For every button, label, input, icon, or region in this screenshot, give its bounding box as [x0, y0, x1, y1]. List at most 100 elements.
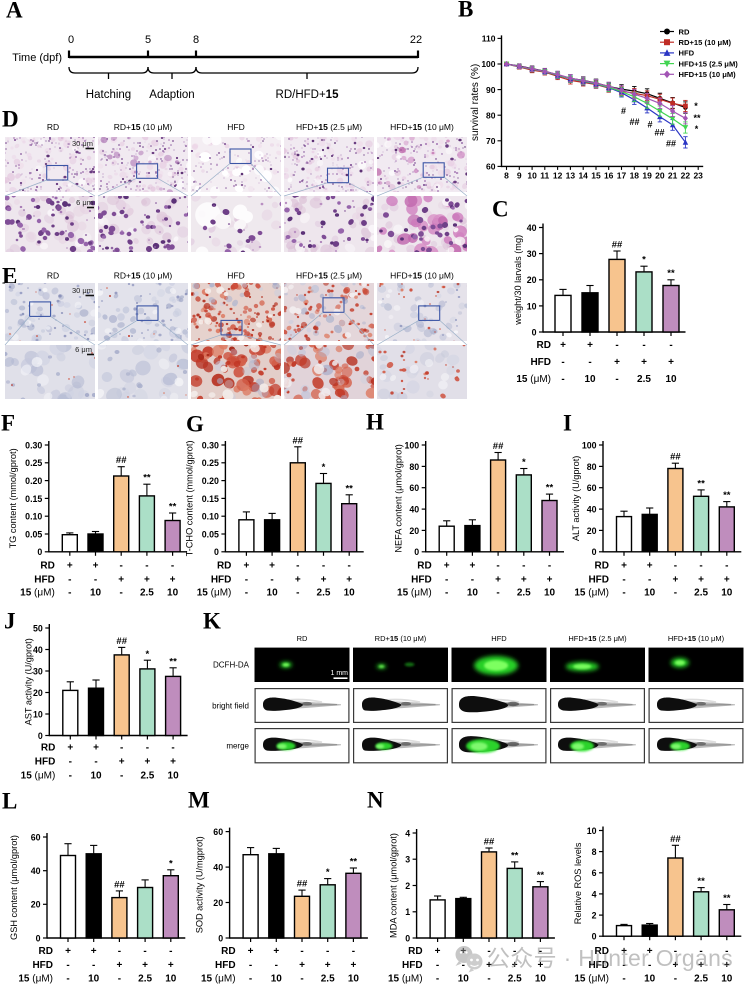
svg-text:0.25: 0.25 [202, 458, 219, 468]
svg-text:+: + [142, 960, 148, 971]
svg-text:11: 11 [540, 170, 549, 180]
svg-text:RD/HFD+15: RD/HFD+15 [276, 89, 340, 101]
svg-text:-: - [674, 561, 677, 572]
svg-text:+: + [698, 960, 704, 971]
svg-text:15 (μM): 15 (μM) [18, 974, 53, 985]
svg-text:10: 10 [168, 771, 180, 782]
svg-text:-: - [462, 960, 465, 971]
svg-text:-: - [496, 561, 499, 572]
svg-text:+: + [93, 561, 99, 572]
svg-text:-: - [725, 946, 728, 957]
svg-text:20: 20 [33, 688, 43, 698]
svg-text:18: 18 [630, 170, 640, 180]
svg-text:2.5: 2.5 [508, 974, 522, 985]
svg-text:**: ** [537, 870, 545, 881]
svg-text:60: 60 [409, 483, 419, 493]
svg-text:+: + [118, 574, 124, 585]
svg-text:HFD: HFD [211, 574, 232, 585]
svg-text:##: ## [114, 879, 125, 890]
svg-text:15 (μM): 15 (μM) [20, 587, 55, 598]
svg-text:20: 20 [655, 170, 665, 180]
svg-text:0.10: 0.10 [25, 512, 42, 522]
svg-text:-: - [588, 357, 591, 368]
svg-text:100: 100 [405, 440, 420, 450]
svg-text:Relative ROS levels: Relative ROS levels [573, 842, 583, 924]
svg-text:##: ## [629, 117, 639, 127]
svg-text:-: - [436, 974, 439, 985]
svg-text:**: ** [345, 483, 353, 494]
svg-text:4: 4 [405, 828, 410, 838]
svg-text:+: + [299, 960, 305, 971]
svg-text:I: I [563, 411, 572, 436]
svg-text:2.5: 2.5 [694, 974, 708, 985]
svg-text:15 (μM): 15 (μM) [388, 974, 423, 985]
svg-text:-: - [275, 960, 278, 971]
svg-text:ALT activity (U/gprot): ALT activity (U/gprot) [571, 456, 581, 541]
svg-text:+: + [668, 357, 674, 368]
svg-text:10: 10 [90, 587, 102, 598]
svg-text:+: + [93, 743, 99, 754]
svg-text:-: - [487, 946, 490, 957]
svg-text:3: 3 [405, 855, 410, 865]
svg-text:10: 10 [587, 826, 597, 836]
svg-text:+: + [521, 574, 527, 585]
svg-text:D: D [2, 107, 19, 132]
svg-text:16: 16 [604, 170, 614, 180]
svg-text:+: + [435, 946, 441, 957]
svg-text:#: # [647, 120, 652, 130]
svg-text:2.5: 2.5 [140, 771, 154, 782]
svg-text:*: * [169, 858, 173, 869]
svg-text:20: 20 [31, 900, 41, 910]
svg-text:+: + [724, 574, 730, 585]
svg-text:10: 10 [458, 974, 470, 985]
svg-text:**: ** [667, 268, 675, 279]
svg-text:-: - [699, 946, 702, 957]
svg-text:-: - [296, 561, 299, 572]
svg-text:**: ** [169, 656, 177, 667]
svg-text:HFD: HFD [588, 960, 609, 971]
svg-text:12: 12 [553, 170, 563, 180]
svg-text:-: - [296, 587, 299, 598]
svg-text:+: + [724, 960, 730, 971]
svg-text:+: + [91, 946, 97, 957]
svg-text:F: F [1, 411, 15, 436]
svg-text:10: 10 [467, 587, 479, 598]
svg-text:-: - [648, 960, 651, 971]
svg-text:+: + [170, 574, 176, 585]
svg-text:-: - [94, 756, 97, 767]
svg-text:-: - [674, 946, 677, 957]
svg-text:**: ** [693, 113, 701, 123]
svg-text:0: 0 [214, 547, 219, 557]
svg-text:-: - [445, 587, 448, 598]
svg-text:4: 4 [592, 889, 597, 899]
svg-text:22: 22 [410, 34, 422, 46]
svg-text:40: 40 [409, 505, 419, 515]
svg-text:MDA content (μmol/gprot): MDA content (μmol/gprot) [389, 833, 399, 938]
svg-text:-: - [300, 974, 303, 985]
svg-text:+: + [698, 574, 704, 585]
svg-text:*: * [326, 867, 330, 878]
svg-text:RD: RD [40, 561, 54, 572]
svg-text:5: 5 [145, 34, 151, 46]
svg-text:-: - [445, 574, 448, 585]
svg-text:10: 10 [535, 974, 547, 985]
svg-text:HFD+15 (2.5 μM): HFD+15 (2.5 μM) [679, 59, 739, 68]
svg-text:0: 0 [218, 933, 223, 943]
svg-text:100: 100 [582, 440, 597, 450]
svg-text:HFD+15 (10 μM): HFD+15 (10 μM) [668, 634, 725, 643]
svg-text:-: - [622, 974, 625, 985]
svg-text:0: 0 [68, 34, 74, 46]
svg-text:+: + [647, 946, 653, 957]
svg-text:+: + [547, 574, 553, 585]
svg-text:RD: RD [47, 271, 59, 281]
svg-text:19: 19 [642, 170, 652, 180]
svg-text:10: 10 [665, 374, 677, 385]
svg-text:HFD: HFD [491, 634, 507, 643]
svg-text:+: + [495, 574, 501, 585]
svg-text:15: 15 [591, 170, 601, 180]
svg-text:-: - [522, 561, 525, 572]
svg-text:K: K [203, 609, 221, 634]
svg-text:*: * [642, 255, 646, 266]
svg-text:10: 10 [167, 587, 179, 598]
svg-text:40: 40 [213, 863, 223, 873]
